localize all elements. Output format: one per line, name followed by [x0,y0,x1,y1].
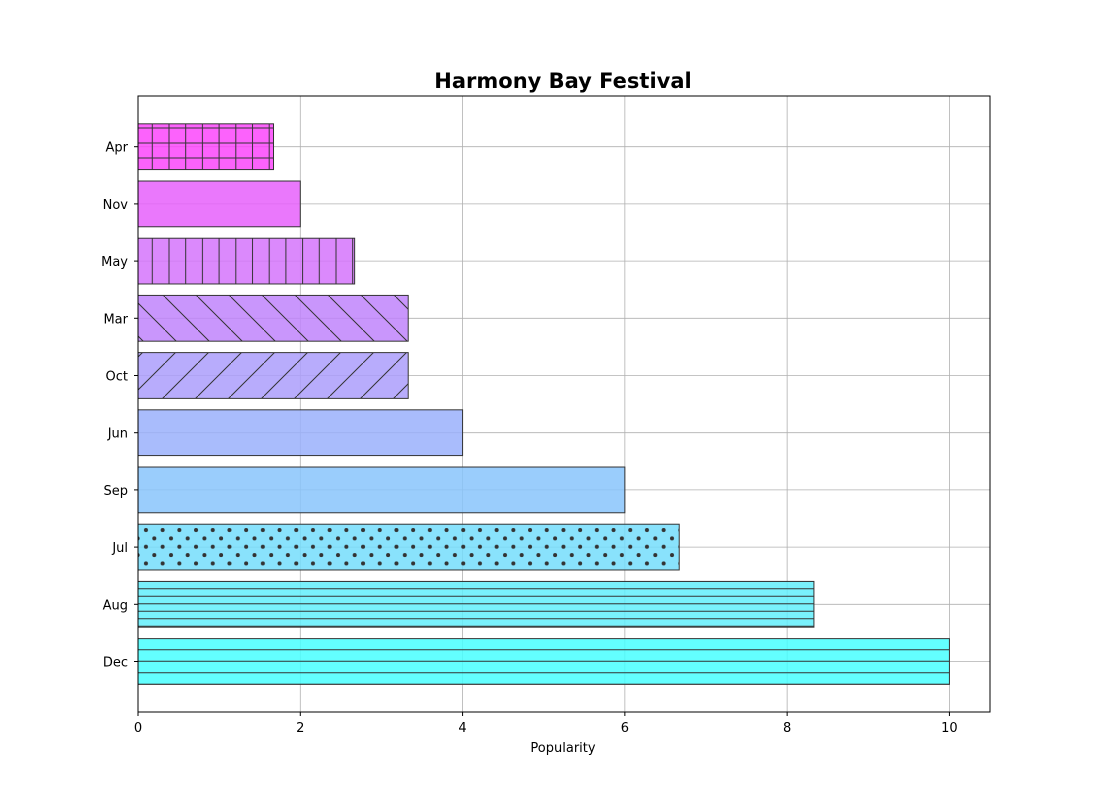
x-tick-label: 2 [296,721,304,736]
y-tick-label: Dec [103,656,128,671]
bar-aug [137,580,815,628]
y-tick-label: Apr [106,141,129,156]
bar-jun [137,409,464,457]
bar-may [137,237,356,285]
y-tick-label: Nov [103,198,129,213]
bar-apr [137,123,275,171]
y-tick-label: May [101,255,128,270]
y-tick-label: Aug [103,598,128,613]
plot-frame [137,95,991,713]
y-axis: Dec Aug Jul Sep Jun Oct Mar May Nov Apr [101,141,138,671]
y-tick-label: Oct [106,370,128,385]
x-axis: 0 2 4 6 8 10 [134,712,958,736]
y-tick-label: Mar [103,312,128,327]
y-tick-label: Sep [103,484,128,499]
y-tick-label: Jul [111,541,128,556]
y-tick-label: Jun [107,427,128,442]
bar-dec [137,638,950,685]
x-tick-label: 6 [621,721,629,736]
x-tick-label: 8 [783,721,791,736]
bar-jul [137,523,680,571]
x-tick-label: 0 [134,721,142,736]
x-tick-label: 10 [941,721,958,736]
x-tick-label: 4 [458,721,466,736]
x-axis-label: Popularity [530,741,595,756]
bar-nov [137,180,301,228]
bar-sep [137,466,626,514]
bar-mar [137,294,409,342]
bar-oct [137,352,409,399]
chart-title: Harmony Bay Festival [434,69,691,93]
bars [137,123,950,685]
